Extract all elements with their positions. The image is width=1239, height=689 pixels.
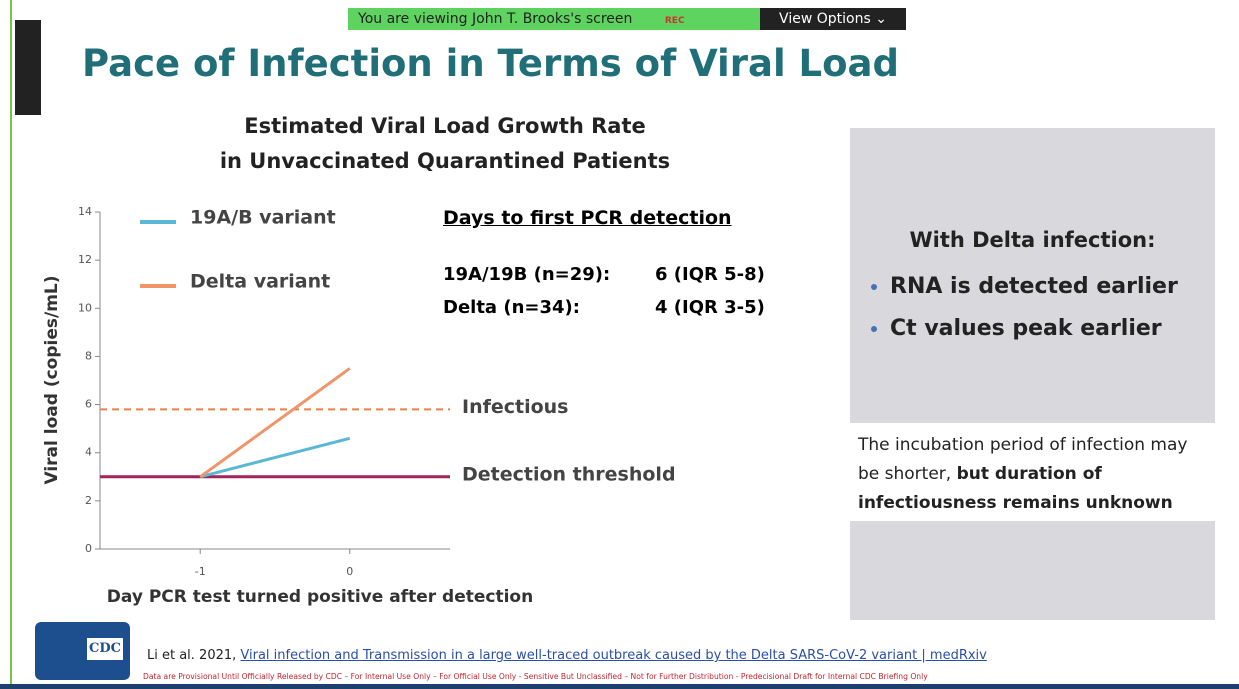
citation-link[interactable]: Viral infection and Transmission in a la… <box>240 648 987 663</box>
y-tick-label: 6 <box>85 398 92 411</box>
x-tick-label: 0 <box>346 565 353 578</box>
chart-title: Estimated Viral Load Growth Rate <box>244 114 646 138</box>
citation: Li et al. 2021, Viral infection and Tran… <box>147 648 987 663</box>
chart-title: in Unvaccinated Quarantined Patients <box>220 149 670 173</box>
reference-label: Detection threshold <box>462 463 676 485</box>
left-rule <box>10 0 12 689</box>
side-box: With Delta infection: RNA is detected ea… <box>850 128 1215 620</box>
row: Delta (n=34): 4 (IQR 3-5) <box>443 291 765 324</box>
rec-indicator: REC <box>664 16 685 26</box>
x-axis-label: Day PCR test turned positive after detec… <box>107 587 533 607</box>
cell: 6 (IQR 5-8) <box>655 264 765 285</box>
side-heading: With Delta infection: <box>909 228 1156 252</box>
view-options-label[interactable]: View Options <box>779 11 871 27</box>
y-tick-label: 0 <box>85 542 92 555</box>
slide-title: Pace of Infection in Terms of Viral Load <box>82 42 899 85</box>
logo-text: CDC <box>87 638 123 660</box>
y-tick-label: 4 <box>85 446 92 459</box>
bullet: Ct values peak earlier <box>890 308 1178 350</box>
note: The incubation period of infection may b… <box>850 423 1215 521</box>
bottom-rule <box>0 684 1239 689</box>
bullet-text: RNA is detected earlier <box>890 274 1178 299</box>
days-table: 19A/19B (n=29): 6 (IQR 5-8) Delta (n=34):… <box>443 258 765 324</box>
cdc-logo: CDC <box>35 622 130 680</box>
bullet: RNA is detected earlier <box>890 266 1178 308</box>
y-tick-label: 10 <box>78 301 92 314</box>
accent-bar <box>15 20 41 115</box>
citation-text: Li et al. 2021, <box>147 648 241 663</box>
y-tick-label: 14 <box>78 205 92 218</box>
banner-text: You are viewing John T. Brooks's screen <box>358 11 633 27</box>
legend-label: Delta variant <box>190 271 330 293</box>
cell: Delta (n=34): <box>443 297 580 318</box>
cell: 4 (IQR 3-5) <box>655 297 765 318</box>
note-bold: but duration of infectiousness remains u… <box>858 464 1173 513</box>
reference-label: Infectious <box>462 396 569 418</box>
row: 19A/19B (n=29): 6 (IQR 5-8) <box>443 258 765 291</box>
cell: 19A/19B (n=29): <box>443 264 611 285</box>
y-tick-label: 8 <box>85 349 92 362</box>
y-axis-label: Viral load (copies/mL) <box>42 275 62 484</box>
share-banner: You are viewing John T. Brooks's screen … <box>348 8 760 30</box>
legend-label: 19A/B variant <box>190 207 336 229</box>
series-line <box>199 367 351 479</box>
disclaimer: Data are Provisional Until Officially Re… <box>143 672 928 681</box>
note-text: The incubation period of infection may b… <box>858 435 1188 484</box>
x-tick-label: -1 <box>195 565 206 578</box>
table-heading: Days to first PCR detection <box>443 207 732 229</box>
bullets: RNA is detected earlier Ct values peak e… <box>860 266 1178 350</box>
bullet-text: Ct values peak earlier <box>890 316 1162 341</box>
y-tick-label: 2 <box>85 494 92 507</box>
view-options[interactable]: View Options ⌄ <box>760 8 906 30</box>
series-line <box>199 436 351 479</box>
y-tick-label: 12 <box>78 253 92 266</box>
